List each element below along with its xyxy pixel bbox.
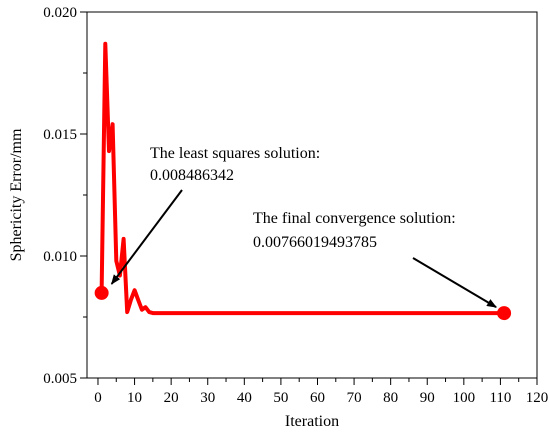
y-tick-label: 0.020 xyxy=(43,5,77,21)
x-tick-label: 10 xyxy=(127,390,142,406)
x-tick-label: 100 xyxy=(453,390,476,406)
x-axis-ticks: 0 10 20 30 40 50 60 70 80 90 100 110 120 xyxy=(94,378,548,406)
least-squares-arrow xyxy=(110,189,183,285)
x-tick-label: 30 xyxy=(200,390,215,406)
x-tick-label: 50 xyxy=(273,390,288,406)
y-tick-label: 0.010 xyxy=(43,249,77,265)
x-tick-label: 40 xyxy=(237,390,252,406)
plot-frame xyxy=(86,11,538,379)
final-point-marker xyxy=(497,306,512,321)
y-tick-label: 0.005 xyxy=(43,371,77,387)
final-convergence-annotation-value: 0.00766019493785 xyxy=(253,234,377,251)
x-tick-label: 0 xyxy=(94,390,102,406)
y-tick-label: 0.015 xyxy=(43,127,77,143)
start-point-marker xyxy=(94,285,109,300)
x-tick-label: 80 xyxy=(383,390,398,406)
y-axis-title: Sphericity Error/mm xyxy=(8,128,25,261)
final-convergence-annotation-title: The final convergence solution: xyxy=(253,210,456,227)
x-tick-label: 20 xyxy=(164,390,179,406)
x-tick-label: 60 xyxy=(310,390,325,406)
series-line xyxy=(99,41,507,316)
least-squares-annotation-title: The least squares solution: xyxy=(150,145,320,162)
final-convergence-annotation: The final convergence solution: 0.007660… xyxy=(253,210,497,308)
final-convergence-arrow xyxy=(412,257,497,308)
x-tick-label: 120 xyxy=(526,390,549,406)
x-axis-title: Iteration xyxy=(285,413,339,430)
x-tick-label: 110 xyxy=(489,390,511,406)
x-tick-label: 70 xyxy=(347,390,362,406)
x-tick-label: 90 xyxy=(420,390,435,406)
least-squares-annotation-value: 0.008486342 xyxy=(150,167,234,184)
y-axis-ticks: 0.005 0.010 0.015 0.020 xyxy=(43,5,87,387)
least-squares-annotation: The least squares solution: 0.008486342 xyxy=(110,145,320,285)
